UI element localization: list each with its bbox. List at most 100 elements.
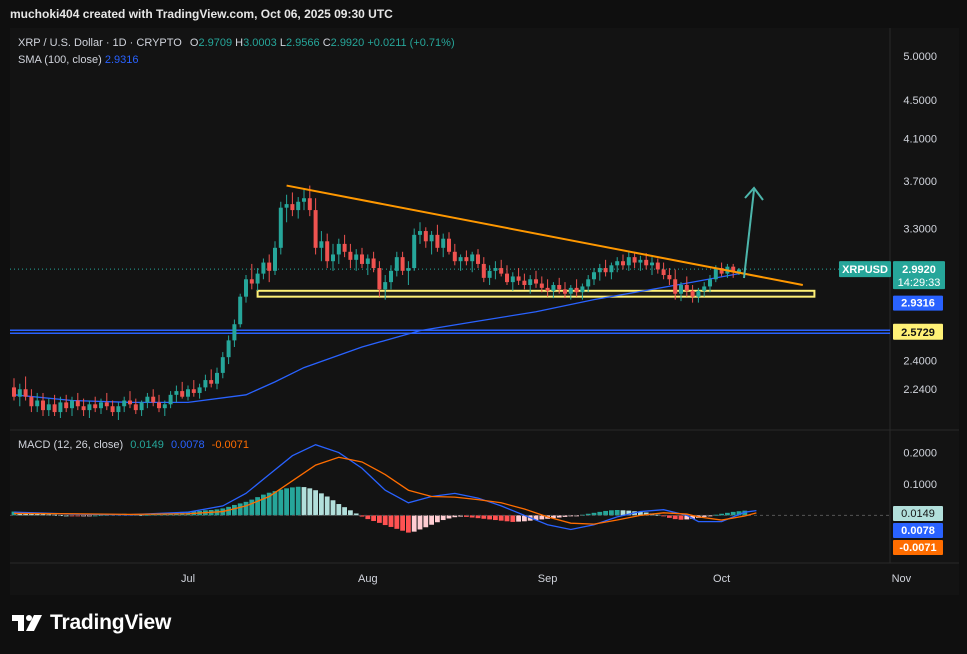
support-zone-box[interactable] <box>256 289 816 298</box>
candle-body[interactable] <box>534 279 538 284</box>
candle-body[interactable] <box>563 289 567 294</box>
candle-body[interactable] <box>29 396 34 407</box>
candle-body[interactable] <box>81 406 86 411</box>
candle-body[interactable] <box>151 396 156 403</box>
candle-body[interactable] <box>429 234 434 242</box>
candle-body[interactable] <box>400 257 405 271</box>
candle-body[interactable] <box>522 280 527 285</box>
candle-body[interactable] <box>186 389 190 397</box>
candle-body[interactable] <box>331 254 335 262</box>
candle-body[interactable] <box>435 234 440 248</box>
candle-body[interactable] <box>284 204 289 208</box>
candle-body[interactable] <box>702 286 707 291</box>
candle-body[interactable] <box>597 268 602 273</box>
macd-legend[interactable]: MACD (12, 26, close) 0.0149 0.0078 -0.00… <box>18 439 249 451</box>
candle-body[interactable] <box>360 254 364 264</box>
symbol-title[interactable]: XRP / U.S. Dollar · 1D · CRYPTO <box>18 37 182 49</box>
candle-body[interactable] <box>75 400 80 407</box>
candle-body[interactable] <box>383 282 388 290</box>
candle-body[interactable] <box>731 266 736 273</box>
candle-body[interactable] <box>690 290 695 297</box>
candle-body[interactable] <box>580 286 585 293</box>
candle-body[interactable] <box>162 404 167 409</box>
candle-body[interactable] <box>273 247 277 271</box>
chart-area[interactable]: 5.0000 4.5000 4.1000 3.7000 3.3000 2.4000 2.24… <box>10 28 959 595</box>
candle-body[interactable] <box>447 238 451 252</box>
candle-body[interactable] <box>626 257 631 266</box>
candle-body[interactable] <box>35 400 40 407</box>
macd-line[interactable] <box>13 444 757 531</box>
candle-body[interactable] <box>12 387 16 397</box>
candle-body[interactable] <box>99 402 103 409</box>
candle-body[interactable] <box>737 269 741 273</box>
candle-body[interactable] <box>557 284 562 290</box>
candle-body[interactable] <box>93 404 98 409</box>
candle-body[interactable] <box>232 324 237 341</box>
candle-body[interactable] <box>110 406 115 413</box>
candle-body[interactable] <box>667 275 672 280</box>
candle-body[interactable] <box>487 270 492 278</box>
candle-body[interactable] <box>296 201 301 211</box>
candle-body[interactable] <box>696 290 701 297</box>
candle-body[interactable] <box>365 258 370 264</box>
candle-body[interactable] <box>302 198 306 202</box>
candle-body[interactable] <box>510 276 515 283</box>
candle-body[interactable] <box>568 287 573 294</box>
candle-body[interactable] <box>684 284 689 291</box>
candle-body[interactable] <box>713 268 718 280</box>
candle-body[interactable] <box>168 394 173 405</box>
candle-body[interactable] <box>348 251 353 260</box>
tradingview-logo[interactable]: TradingView <box>12 611 171 635</box>
candle-body[interactable] <box>325 241 330 262</box>
candle-body[interactable] <box>226 340 231 358</box>
candle-body[interactable] <box>603 268 608 273</box>
candle-body[interactable] <box>128 400 132 405</box>
candle-body[interactable] <box>64 402 69 409</box>
candle-body[interactable] <box>406 268 411 271</box>
candle-body[interactable] <box>244 279 248 297</box>
candle-body[interactable] <box>493 268 498 271</box>
candle-body[interactable] <box>632 257 637 263</box>
candle-body[interactable] <box>441 238 446 248</box>
candle-body[interactable] <box>719 268 724 274</box>
candle-body[interactable] <box>609 265 614 273</box>
candle-body[interactable] <box>679 284 683 294</box>
candle-body[interactable] <box>261 262 266 274</box>
descending-trendline[interactable] <box>286 184 803 286</box>
candle-body[interactable] <box>174 391 179 395</box>
candle-body[interactable] <box>470 254 475 262</box>
candle-body[interactable] <box>371 258 376 269</box>
candle-body[interactable] <box>220 357 225 373</box>
candle-body[interactable] <box>145 396 150 403</box>
candle-body[interactable] <box>673 279 678 294</box>
candle-body[interactable] <box>528 279 533 285</box>
candle-body[interactable] <box>354 254 359 260</box>
candle-body[interactable] <box>592 272 596 280</box>
candle-body[interactable] <box>215 372 219 384</box>
candle-body[interactable] <box>41 400 45 411</box>
candle-body[interactable] <box>464 257 469 262</box>
candle-body[interactable] <box>87 404 92 411</box>
candle-body[interactable] <box>452 251 457 262</box>
candle-body[interactable] <box>621 261 625 266</box>
candle-body[interactable] <box>133 404 138 411</box>
candle-body[interactable] <box>249 279 254 284</box>
candle-body[interactable] <box>197 387 202 393</box>
candle-body[interactable] <box>203 380 208 388</box>
candle-body[interactable] <box>661 269 666 276</box>
candle-body[interactable] <box>638 259 643 263</box>
candle-body[interactable] <box>122 400 127 407</box>
candle-body[interactable] <box>458 257 463 262</box>
candle-body[interactable] <box>539 283 544 288</box>
candle-body[interactable] <box>157 402 161 409</box>
candle-body[interactable] <box>116 406 121 413</box>
candle-body[interactable] <box>104 402 109 407</box>
candle-body[interactable] <box>615 261 620 266</box>
candle-body[interactable] <box>418 231 422 235</box>
candle-body[interactable] <box>17 389 22 397</box>
candle-body[interactable] <box>644 259 649 266</box>
chart-canvas[interactable]: 5.0000 4.5000 4.1000 3.7000 3.3000 2.4000 2.24… <box>10 28 959 595</box>
candle-body[interactable] <box>52 404 57 413</box>
candle-body[interactable] <box>394 257 399 271</box>
candle-body[interactable] <box>377 268 382 290</box>
